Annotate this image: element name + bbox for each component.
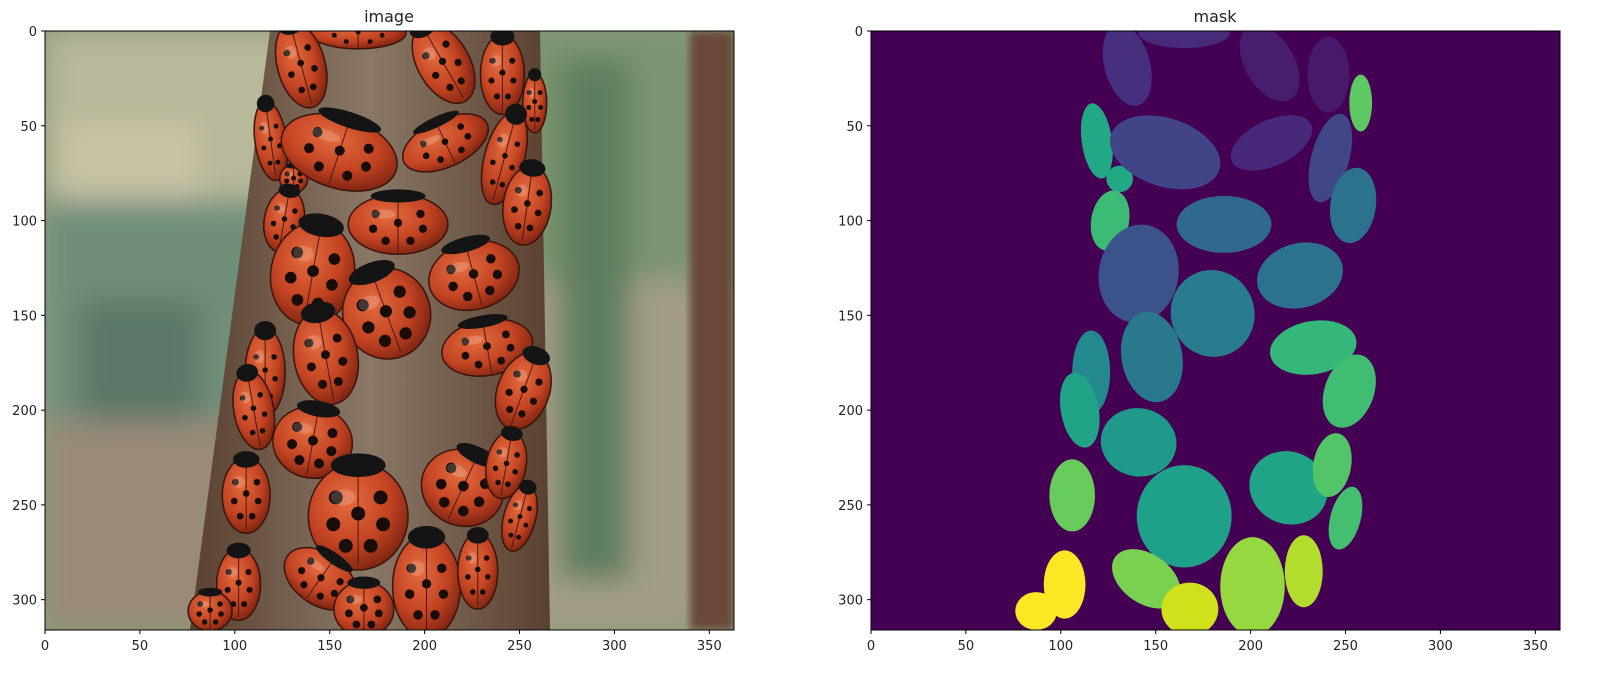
mask-axes-frame [870,30,1561,631]
x-tick-label: 250 [1333,639,1358,654]
ladybug [280,107,398,192]
mask-instance [1307,36,1350,113]
image-panel: image 0 50 100 150 200 250 300 350 0 50 100 150 200 2… [12,7,735,654]
ladybug [347,189,449,255]
ladybug [479,31,526,116]
ladybug [232,364,276,451]
ladybug [221,451,271,534]
mask-instance [1106,165,1133,193]
mask-title: mask [1194,7,1238,26]
ladybug [307,453,409,571]
right-branch [690,31,734,630]
y-tick-label: 200 [12,404,37,419]
x-tick-label: 50 [958,639,975,654]
y-tick-label: 150 [12,309,37,324]
mask-instance [1270,320,1357,375]
mask-instance [1112,549,1181,609]
y-tick-label: 250 [838,499,863,514]
mask-panel: mask 0 50 100 150 200 250 300 350 0 50 100 150 200 25… [838,7,1561,654]
y-tick-label: 0 [29,25,37,40]
mask-instance [1329,167,1377,244]
mask-instance [1284,535,1323,608]
mask-instance [1098,224,1179,323]
x-tick-label: 150 [1143,639,1168,654]
x-tick-label: 0 [867,639,875,654]
y-tick-label: 250 [12,499,37,514]
mask-instance [1120,311,1183,403]
mask-instance [1249,451,1328,525]
x-tick-label: 0 [41,639,49,654]
mask-instance [1080,103,1113,179]
ladybug [274,31,328,109]
image-title: image [364,7,414,26]
mask-instance [1170,270,1255,357]
ladybug [292,301,360,406]
ladybug [501,479,538,552]
y-tick-label: 150 [838,309,863,324]
ladybug [341,260,432,360]
x-tick-label: 250 [507,639,532,654]
ladybug-photo [45,31,734,630]
ladybug [521,68,548,134]
mask-instance [1100,408,1177,477]
x-tick-label: 300 [1428,639,1453,654]
ladybug [502,159,553,246]
ladybug [457,526,499,610]
x-tick-label: 200 [412,639,437,654]
x-tick-label: 300 [602,639,627,654]
image-ticks: 0 50 100 150 200 250 300 350 0 50 100 150 200 250 300 [12,25,722,654]
mask-instance [1102,31,1152,106]
y-tick-label: 200 [838,404,863,419]
mask-instance [1349,74,1373,132]
mask-instance [1136,465,1232,568]
ladybug [391,525,462,630]
mask-heatmap [871,31,1560,630]
y-tick-label: 50 [20,120,37,135]
mask-instance [1328,486,1363,550]
y-tick-label: 100 [12,215,37,230]
x-tick-label: 150 [317,639,342,654]
mask-instance [1059,372,1100,448]
mask-instance [1049,459,1095,532]
y-tick-label: 300 [12,594,37,609]
ladybug [333,576,395,630]
mask-instance [1239,31,1300,102]
ladybug [272,400,354,480]
y-tick-label: 0 [855,25,863,40]
ladybug-cluster [187,31,553,630]
mask-instance [1015,592,1058,630]
ladybug [428,234,520,312]
ladybug [187,587,233,630]
y-tick-label: 300 [838,594,863,609]
x-tick-label: 350 [697,639,722,654]
ladybug [441,314,534,377]
mask-instance [1110,115,1221,190]
ladybug [253,94,289,182]
ladybug [409,31,476,105]
ladybug [401,110,489,173]
mask-instance [1138,31,1230,49]
mask-ticks: 0 50 100 150 200 250 300 350 0 50 100 150 200 250 300 [838,25,1548,654]
x-tick-label: 100 [222,639,247,654]
x-tick-label: 50 [132,639,149,654]
image-axes-frame [44,30,735,631]
mask-instance [1312,433,1352,497]
y-tick-label: 100 [838,215,863,230]
mask-instance [1220,537,1285,630]
x-tick-label: 200 [1238,639,1263,654]
x-tick-label: 100 [1048,639,1073,654]
mask-instances [1015,31,1377,630]
mask-instance [1322,354,1376,428]
ladybug [269,213,356,326]
y-tick-label: 50 [846,120,863,135]
x-tick-label: 350 [1523,639,1548,654]
mask-instance [1176,195,1272,253]
mask-instance [1256,242,1343,309]
mask-instance [1161,582,1219,630]
ladybug [420,442,505,528]
ladybug [484,425,528,500]
mask-instance [1230,115,1313,171]
ladybug [494,346,552,431]
